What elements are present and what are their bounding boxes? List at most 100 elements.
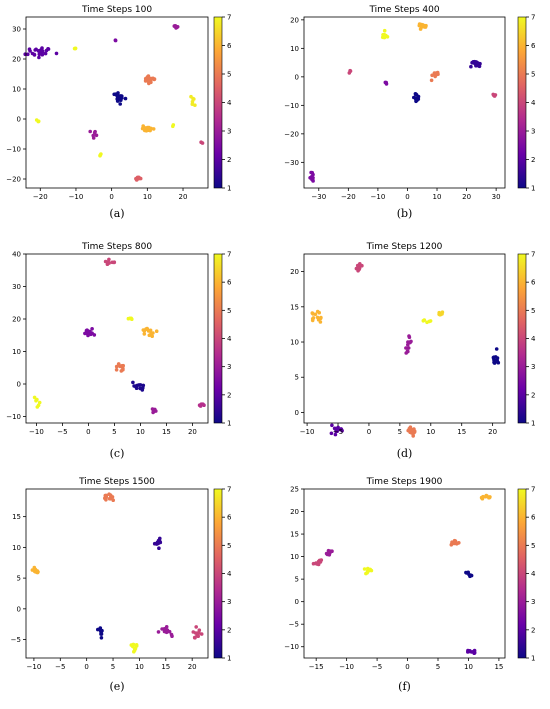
data-point: [412, 429, 417, 434]
y-tick-label: −20: [6, 176, 21, 184]
colorbar-tick-label: 2: [531, 156, 535, 164]
point-cluster: [113, 38, 118, 43]
colorbar: [517, 16, 527, 189]
x-tick-label: 5: [112, 428, 116, 436]
colorbar-tick-label: 4: [227, 99, 232, 107]
data-point: [123, 96, 128, 101]
panel-title: Time Steps 1900: [366, 477, 443, 487]
data-point: [464, 570, 468, 575]
data-point: [27, 47, 32, 51]
data-point: [319, 315, 323, 320]
point-cluster: [354, 262, 364, 273]
colorbar-tick-label: 5: [227, 542, 231, 550]
data-point: [134, 386, 139, 391]
colorbar-tick-label: 7: [227, 486, 231, 494]
data-point: [191, 630, 196, 634]
data-point: [32, 52, 37, 57]
x-tick-label: 20: [488, 428, 497, 436]
colorbar-tick-label: 3: [531, 128, 535, 136]
colorbar-tick-label: 4: [227, 335, 232, 343]
data-point: [141, 383, 146, 388]
data-point: [383, 34, 387, 38]
colorbar-tick-label: 6: [227, 279, 232, 287]
colorbar-tick-label: 2: [227, 626, 231, 634]
data-point: [197, 628, 202, 632]
point-cluster: [362, 566, 374, 576]
data-point: [449, 543, 454, 547]
point-cluster: [324, 548, 334, 557]
point-cluster: [308, 170, 315, 183]
colorbar-tick-label: 1: [531, 185, 535, 193]
data-point: [170, 634, 174, 638]
x-tick-label: 30: [492, 193, 501, 201]
point-cluster: [429, 70, 440, 83]
data-point: [473, 61, 477, 65]
data-point: [438, 312, 443, 317]
data-point: [37, 52, 42, 57]
data-point: [83, 331, 87, 336]
panel-title: Time Steps 1500: [78, 477, 155, 487]
panel-c: Time Steps 800−10 −5 0 5 10 15 20−100102030401…: [6, 242, 232, 460]
data-point: [26, 52, 30, 57]
colorbar: [213, 16, 223, 189]
x-tick-label: 10: [464, 663, 473, 671]
colorbar: [213, 488, 223, 659]
x-tick-label: 0: [84, 663, 88, 671]
data-point: [316, 317, 321, 322]
panel-caption: (a): [109, 207, 124, 220]
data-point: [33, 48, 37, 52]
axes-frame: [25, 253, 209, 424]
data-point: [406, 346, 411, 350]
point-cluster: [156, 625, 174, 638]
data-point: [37, 400, 42, 405]
y-tick-label: 0: [17, 381, 21, 389]
x-tick-label: −15: [309, 663, 324, 671]
point-cluster: [126, 316, 134, 322]
data-point: [54, 51, 59, 56]
data-point: [152, 409, 156, 414]
data-point: [311, 176, 315, 180]
data-point: [146, 126, 151, 130]
colorbar-tick-label: 2: [531, 626, 535, 634]
data-point: [200, 141, 205, 145]
y-tick-label: 0: [17, 116, 21, 124]
axes-frame: [303, 488, 506, 659]
x-tick-label: 0: [367, 428, 371, 436]
data-point: [163, 627, 168, 631]
colorbar-tick-label: 3: [531, 598, 535, 606]
data-point: [414, 92, 418, 96]
data-point: [98, 628, 103, 633]
colorbar-tick-label: 3: [227, 128, 231, 136]
x-tick-label: −10: [69, 193, 84, 201]
data-point: [113, 38, 118, 43]
point-cluster: [417, 22, 428, 31]
x-tick-label: −10: [27, 663, 42, 671]
y-tick-label: −10: [6, 146, 21, 154]
y-tick-label: 10: [12, 348, 21, 356]
colorbar-tick-label: 4: [531, 335, 536, 343]
panel-title: Time Steps 800: [81, 242, 152, 252]
panel-title: Time Steps 100: [81, 5, 152, 15]
data-point: [383, 80, 388, 85]
data-point: [348, 68, 352, 73]
data-point: [72, 46, 77, 51]
point-cluster: [479, 493, 492, 501]
point-cluster: [199, 140, 205, 145]
data-point: [311, 179, 315, 183]
colorbar-tick-label: 5: [531, 307, 535, 315]
axes-frame: [303, 253, 506, 424]
data-point: [434, 71, 438, 76]
data-point: [144, 129, 149, 133]
x-tick-label: −10: [371, 193, 386, 201]
x-tick-label: 5: [398, 428, 402, 436]
data-point: [140, 388, 145, 392]
colorbar: [517, 488, 527, 659]
colorbar-tick-label: 6: [531, 42, 536, 50]
colorbar: [517, 253, 527, 424]
y-tick-label: 20: [290, 16, 299, 24]
data-point: [310, 311, 315, 315]
data-point: [194, 625, 198, 629]
x-tick-label: 10: [136, 428, 145, 436]
x-tick-label: −5: [57, 428, 67, 436]
